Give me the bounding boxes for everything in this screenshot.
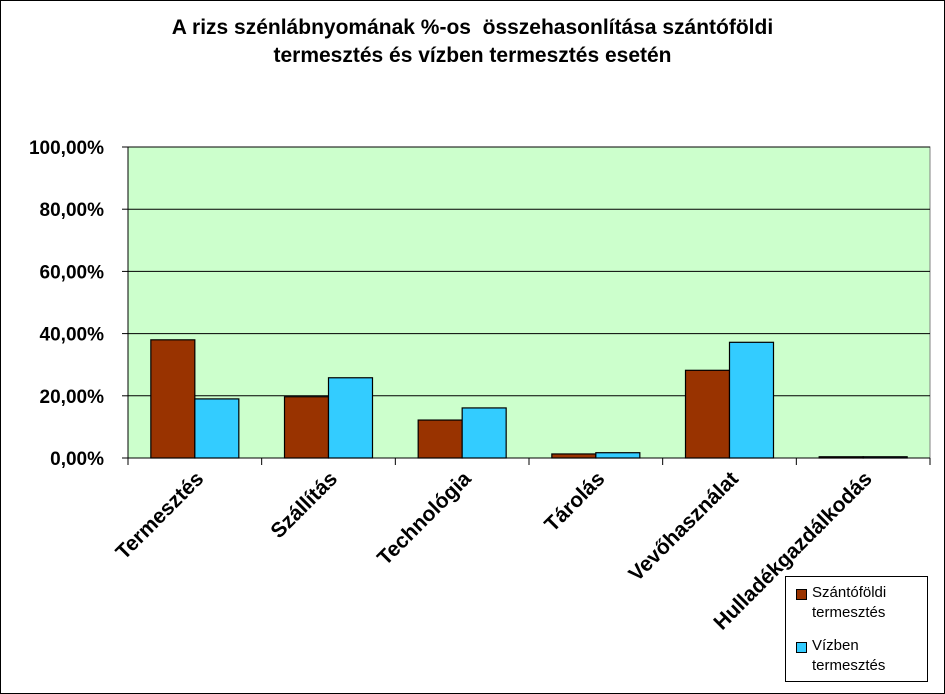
y-tick-label: 20,00% [40,387,105,408]
legend-swatch-vizben [796,642,807,653]
bar-szantofoldi-2 [417,419,463,459]
legend-label-vizben-line1: Vízben [812,637,859,654]
x-tick-label: Szállítás [266,467,342,543]
bar-szantofoldi-1 [283,396,330,459]
legend-swatch-szantofoldi [796,589,807,600]
bar-vizben-1 [327,377,374,459]
y-tick-label: 40,00% [40,325,105,346]
bar-szantofoldi-0 [150,339,196,459]
y-tick-label: 100,00% [29,138,104,159]
legend-label-vizben-line2: termesztés [812,657,886,674]
bar-vizben-4 [728,341,775,459]
bar-vizben-5 [862,456,908,459]
y-tick-label: 60,00% [40,262,105,283]
legend-label-szantofoldi-line2: termesztés [812,604,886,621]
chart-title-line-1: A rizs szénlábnyomának %-os összehasonlí… [171,16,774,39]
x-tick-label: Termesztés [111,467,208,564]
y-tick-label: 80,00% [40,200,105,221]
x-tick-label: Tárolás [540,467,609,536]
x-tick-label: Vevőhasználat [624,467,743,586]
bar-vizben-2 [461,407,507,459]
legend-label-szantofoldi-line1: Szántóföldi [812,584,887,601]
bar-vizben-0 [194,398,240,459]
bar-szantofoldi-5 [818,456,864,459]
bar-szantofoldi-4 [684,369,731,459]
y-tick-label: 0,00% [50,449,104,470]
legend: Szántóföldi termesztés Vízben termesztés [785,576,928,682]
chart-title: A rizs szénlábnyomának %-os összehasonlí… [0,14,945,70]
bar-szantofoldi-3 [551,453,597,459]
x-tick-label: Technológia [373,467,476,570]
chart-title-line-2: termesztés és vízben termesztés esetén [273,44,672,67]
bar-vizben-3 [595,452,641,459]
plot-area [127,146,931,459]
